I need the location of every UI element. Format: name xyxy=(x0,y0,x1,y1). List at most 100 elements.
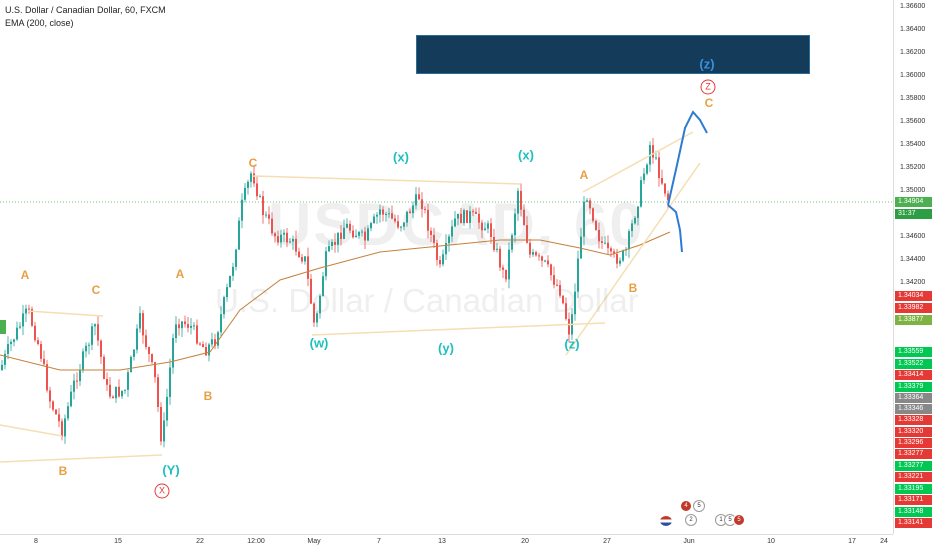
candle-body xyxy=(325,251,327,277)
candle-body xyxy=(28,308,30,310)
candle-body xyxy=(574,291,576,315)
candle-body xyxy=(211,339,213,345)
candle-body xyxy=(655,157,657,159)
candle-body xyxy=(226,287,228,298)
candle-body xyxy=(469,211,471,223)
time-axis[interactable]: 8 15 22 12:00 May 7 13 20 27 Jun 10 17 24 xyxy=(0,534,893,551)
symbol-legend[interactable]: U.S. Dollar / Canadian Dollar, 60, FXCM xyxy=(5,5,166,15)
candle-body xyxy=(628,231,630,250)
wave-label-c[interactable]: C xyxy=(91,283,101,297)
candle-body xyxy=(310,278,312,304)
candle-body xyxy=(358,231,360,236)
candle-body xyxy=(382,209,384,215)
price-level-badge: 1.33346 xyxy=(895,404,932,414)
wave-label-w[interactable]: (w) xyxy=(309,335,329,351)
candle-body xyxy=(367,228,369,241)
wave-label-b[interactable]: B xyxy=(58,464,68,478)
wave-label-c-3[interactable]: C xyxy=(704,96,714,110)
candle-body xyxy=(229,275,231,288)
candle-body xyxy=(178,324,180,329)
event-marker[interactable]: 4 xyxy=(680,500,692,512)
candle-body xyxy=(493,236,495,250)
time-tick: 22 xyxy=(196,538,204,545)
candle-body xyxy=(553,275,555,285)
wave-label-y[interactable]: (Y) xyxy=(162,462,180,478)
wave-label-z-projection[interactable]: (z) xyxy=(699,56,715,72)
event-marker[interactable]: 2 xyxy=(685,514,697,526)
candle-body xyxy=(394,218,396,222)
candle-body xyxy=(97,324,99,341)
candle-body xyxy=(106,379,108,385)
price-tick: 1.36000 xyxy=(900,72,926,79)
candle-body xyxy=(124,389,126,391)
candle-body xyxy=(172,338,174,368)
candle-body xyxy=(256,183,258,197)
wave-label-b-3[interactable]: B xyxy=(628,281,638,295)
candle-body xyxy=(94,324,96,327)
candle-body xyxy=(82,351,84,370)
candle-body xyxy=(175,324,177,339)
time-tick: 15 xyxy=(114,538,122,545)
time-tick: 12:00 xyxy=(247,538,265,545)
candle-body xyxy=(193,325,195,327)
candle-body xyxy=(154,362,156,378)
candle-body xyxy=(385,214,387,216)
us-flag-icon[interactable] xyxy=(660,516,672,526)
wave-label-z-circled[interactable]: Z xyxy=(700,79,716,95)
candle-body xyxy=(376,214,378,217)
candle-body xyxy=(268,214,270,219)
wave-label-x-1[interactable]: (x) xyxy=(393,149,409,165)
price-level-badge: 1.33195 xyxy=(895,484,932,494)
trendline xyxy=(0,424,63,437)
wave-label-z-small[interactable]: (z) xyxy=(564,336,580,352)
candle-body xyxy=(604,242,606,244)
trendline xyxy=(565,162,701,356)
candle-body xyxy=(616,253,618,264)
wave-label-x-2[interactable]: (x) xyxy=(518,147,534,163)
wave-label-x-circled[interactable]: X xyxy=(154,483,170,499)
candle-body xyxy=(277,236,279,243)
candle-body xyxy=(529,242,531,255)
price-tick: 1.34600 xyxy=(900,233,926,240)
candle-body xyxy=(445,243,447,255)
price-chart[interactable] xyxy=(0,0,893,534)
candle-body xyxy=(532,252,534,255)
candle-body xyxy=(466,210,468,223)
wave-label-y-small[interactable]: (y) xyxy=(438,340,454,356)
chart-area[interactable]: USDCAD, 60 U.S. Dollar / Canadian Dollar… xyxy=(0,0,893,534)
price-tick: 1.34200 xyxy=(900,279,926,286)
candle-body xyxy=(526,225,528,243)
wave-label-c-2[interactable]: C xyxy=(248,156,258,170)
candle-body xyxy=(7,344,9,354)
indicator-legend[interactable]: EMA (200, close) xyxy=(5,18,74,28)
price-axis[interactable]: 1.36600 1.36400 1.36200 1.36000 1.35800 1.356… xyxy=(893,0,932,534)
wave-label-a-2[interactable]: A xyxy=(175,267,185,281)
candle-body xyxy=(322,276,324,296)
candle-body xyxy=(544,260,546,262)
candle-body xyxy=(343,227,345,239)
candle-body xyxy=(238,220,240,250)
target-zone-rectangle[interactable] xyxy=(416,35,810,74)
candle-body xyxy=(397,221,399,228)
wave-label-a-3[interactable]: A xyxy=(579,168,589,182)
wave-label-b-2[interactable]: B xyxy=(203,389,213,403)
event-marker[interactable]: 5 xyxy=(733,514,745,526)
time-tick: 20 xyxy=(521,538,529,545)
candle-body xyxy=(652,145,654,158)
candle-body xyxy=(496,248,498,250)
candle-body xyxy=(103,356,105,380)
candle-body xyxy=(181,321,183,329)
candle-body xyxy=(148,347,150,355)
candle-body xyxy=(223,297,225,315)
wave-label-a[interactable]: A xyxy=(20,268,30,282)
candle-body xyxy=(55,409,57,415)
candle-body xyxy=(190,325,192,328)
left-edge-marker xyxy=(0,320,6,334)
candle-body xyxy=(646,164,648,174)
candle-body xyxy=(607,242,609,249)
event-marker[interactable]: 5 xyxy=(693,500,705,512)
candle-body xyxy=(121,390,123,397)
candle-body xyxy=(199,343,201,345)
candle-body xyxy=(259,196,261,198)
candle-body xyxy=(301,257,303,262)
